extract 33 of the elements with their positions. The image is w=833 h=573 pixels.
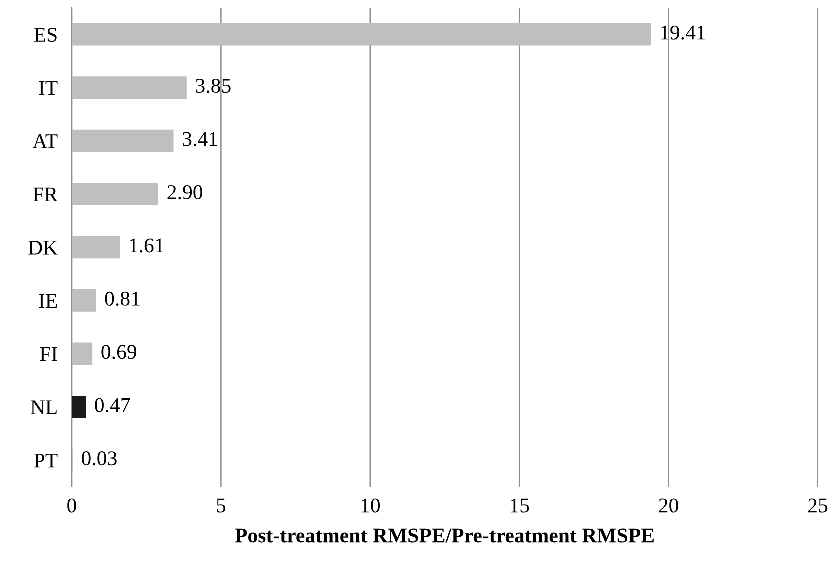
data-label: 2.90 <box>168 185 203 200</box>
x-tick-label: 0 <box>68 498 76 513</box>
bar <box>72 183 159 206</box>
x-tick-label: 15 <box>511 498 530 513</box>
bar <box>72 130 174 152</box>
data-label: 1.61 <box>130 238 164 253</box>
x-tick-label: 10 <box>362 498 380 513</box>
data-label: 0.81 <box>105 292 140 306</box>
data-label: 0.03 <box>82 452 117 466</box>
bar <box>72 290 96 312</box>
y-tick-label: IE <box>39 294 58 308</box>
y-tick-label: IT <box>39 81 58 96</box>
data-label: 0.69 <box>102 345 137 360</box>
y-tick-label: NL <box>30 400 57 414</box>
y-tick-label: FI <box>40 348 58 362</box>
y-tick-label: DK <box>28 241 58 255</box>
bar <box>72 236 120 259</box>
data-label: 0.47 <box>95 398 130 412</box>
bar <box>72 342 93 366</box>
data-label: 3.41 <box>183 132 218 146</box>
y-tick-label: AT <box>32 134 58 148</box>
y-tick-label: PT <box>34 454 58 468</box>
y-tick-label: FR <box>33 188 58 202</box>
x-tick-label: 25 <box>808 498 828 513</box>
x-tick-label: 20 <box>659 498 678 513</box>
x-axis-title: Post-treatment RMSPE/Pre-treatment RMSPE <box>235 528 654 543</box>
data-label: 19.41 <box>661 26 706 40</box>
bar <box>72 76 187 100</box>
y-tick-label: ES <box>34 28 57 42</box>
x-tick-label: 5 <box>217 498 226 513</box>
bar <box>72 396 86 418</box>
data-label: 3.85 <box>196 78 231 94</box>
bar <box>72 23 652 46</box>
